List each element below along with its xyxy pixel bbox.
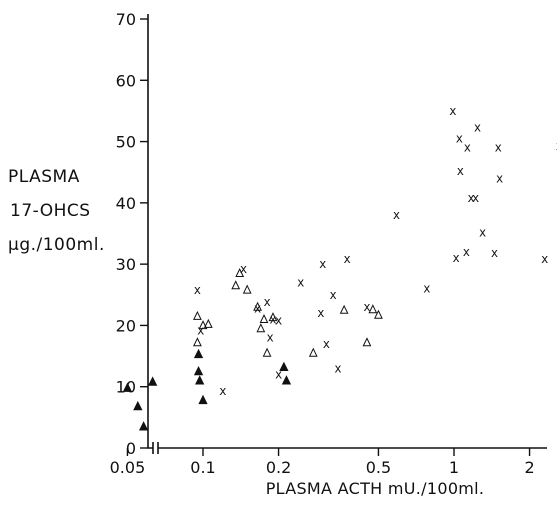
point-open-triangle [253, 301, 262, 311]
point-open-triangle [374, 309, 383, 319]
point-x: x [219, 384, 226, 398]
y-tick-label: 50 [116, 133, 136, 152]
y-tick-label: 60 [116, 71, 136, 90]
point-x: x [472, 191, 479, 205]
point-x: x [457, 164, 464, 178]
point-x: x [456, 132, 463, 146]
point-x: x [541, 252, 548, 266]
point-x: x [423, 282, 430, 296]
point-x: x [496, 171, 503, 185]
point-x: x [464, 141, 471, 155]
point-filled-triangle [198, 394, 208, 405]
point-open-triangle [256, 323, 266, 333]
point-x: x [275, 367, 282, 381]
point-open-triangle [193, 310, 202, 320]
point-open-triangle [268, 312, 278, 322]
point-open-triangle [339, 304, 349, 314]
point-open-triangle [193, 337, 202, 347]
y-axis-label: PLASMA 17-OHCS µg./100ml. [8, 167, 105, 255]
point-filled-triangle [279, 361, 289, 372]
y-axis-ticks: 010203040506070 [116, 10, 148, 458]
point-x: x [194, 283, 201, 297]
point-filled-triangle [195, 375, 205, 385]
y-axis-label-line: µg./100ml. [8, 235, 105, 255]
axis-lines [147, 14, 547, 454]
point-filled-triangle [147, 376, 158, 386]
point-x: x [556, 139, 557, 153]
point-open-triangle [235, 267, 245, 278]
point-x: x [449, 104, 456, 118]
point-x: x [317, 306, 324, 320]
point-x: x [334, 361, 341, 375]
point-x: x [254, 301, 261, 315]
x-tick-label: 0.05 [110, 458, 146, 477]
point-open-triangle [231, 280, 241, 290]
point-x: x [474, 120, 481, 134]
x-tick-label: 0.2 [266, 458, 291, 477]
point-x: x [330, 288, 337, 302]
point-open-triangle [262, 347, 272, 357]
x-tick-label: 0.1 [190, 458, 215, 477]
point-open-triangle [242, 284, 252, 294]
point-x: x [495, 141, 502, 155]
point-x: x [197, 323, 204, 337]
point-open-triangle [259, 313, 269, 323]
point-filled-triangle [122, 382, 133, 392]
y-tick-label: 20 [116, 316, 136, 335]
point-open-triangle [198, 320, 208, 330]
x-axis-ticks: 0.050.10.20.51251020 [110, 448, 535, 477]
data-points: xxxxxxxxxxxxxxxxxxxxxxxxxxxxxxxxxxxxxxxx… [122, 104, 557, 431]
x-axis-label: PLASMA ACTH mU./100ml. [266, 479, 485, 498]
point-x: x [269, 312, 276, 326]
point-filled-triangle [138, 421, 149, 431]
point-filled-triangle [193, 348, 204, 359]
point-filled-triangle [281, 375, 292, 385]
point-x: x [240, 262, 247, 276]
point-x: x [263, 295, 270, 309]
point-open-triangle [362, 337, 372, 347]
x-tick-label: 0.5 [366, 458, 391, 477]
point-x: x [453, 251, 460, 265]
y-tick-label: 0 [126, 439, 136, 458]
point-x: x [363, 300, 370, 314]
point-x: x [479, 225, 486, 239]
point-x: x [463, 245, 470, 259]
point-filled-triangle [133, 400, 143, 411]
x-tick-label: 2 [524, 458, 534, 477]
point-open-triangle [203, 318, 213, 328]
point-x: x [491, 246, 498, 260]
y-axis-label-line: 17-OHCS [10, 201, 91, 221]
point-x: x [275, 314, 282, 328]
point-x: x [319, 257, 326, 271]
point-open-triangle [368, 304, 378, 314]
point-x: x [297, 276, 304, 290]
point-x: x [266, 331, 273, 345]
x-tick-label: 1 [449, 458, 459, 477]
y-axis-label-line: PLASMA [8, 167, 80, 187]
y-tick-label: 30 [116, 255, 136, 274]
y-tick-label: 70 [116, 10, 136, 29]
y-tick-label: 40 [116, 194, 136, 213]
point-filled-triangle [193, 365, 204, 376]
point-open-triangle [308, 347, 318, 357]
point-x: x [323, 337, 330, 351]
point-x: x [467, 191, 474, 205]
point-x: x [343, 252, 350, 266]
point-x: x [393, 208, 400, 222]
